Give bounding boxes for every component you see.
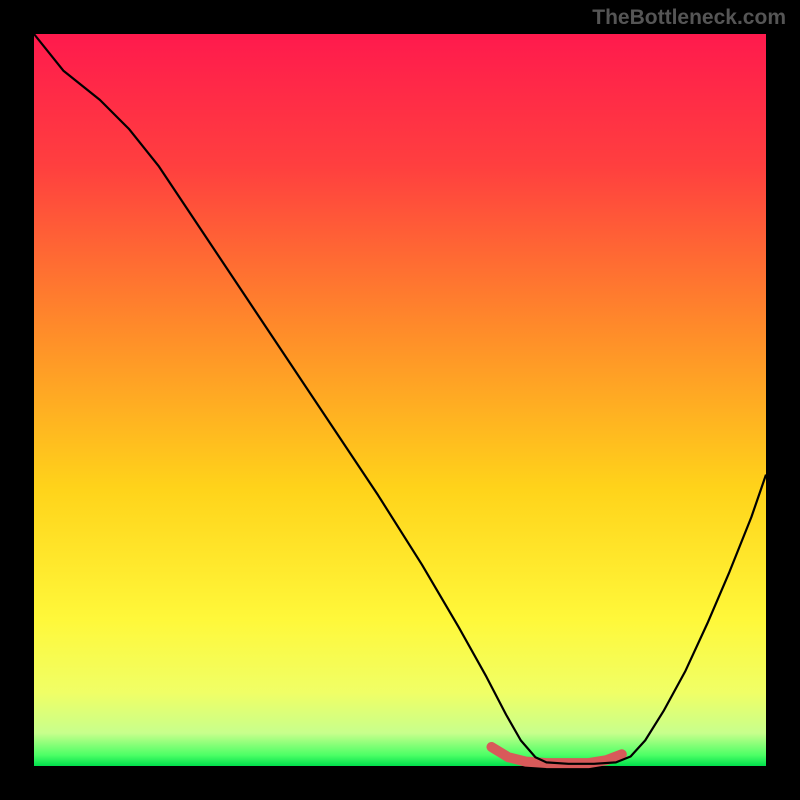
watermark-text: TheBottleneck.com — [592, 6, 786, 30]
plot-background — [34, 34, 766, 766]
bottleneck-chart — [0, 0, 800, 800]
chart-wrapper: TheBottleneck.com — [0, 0, 800, 800]
